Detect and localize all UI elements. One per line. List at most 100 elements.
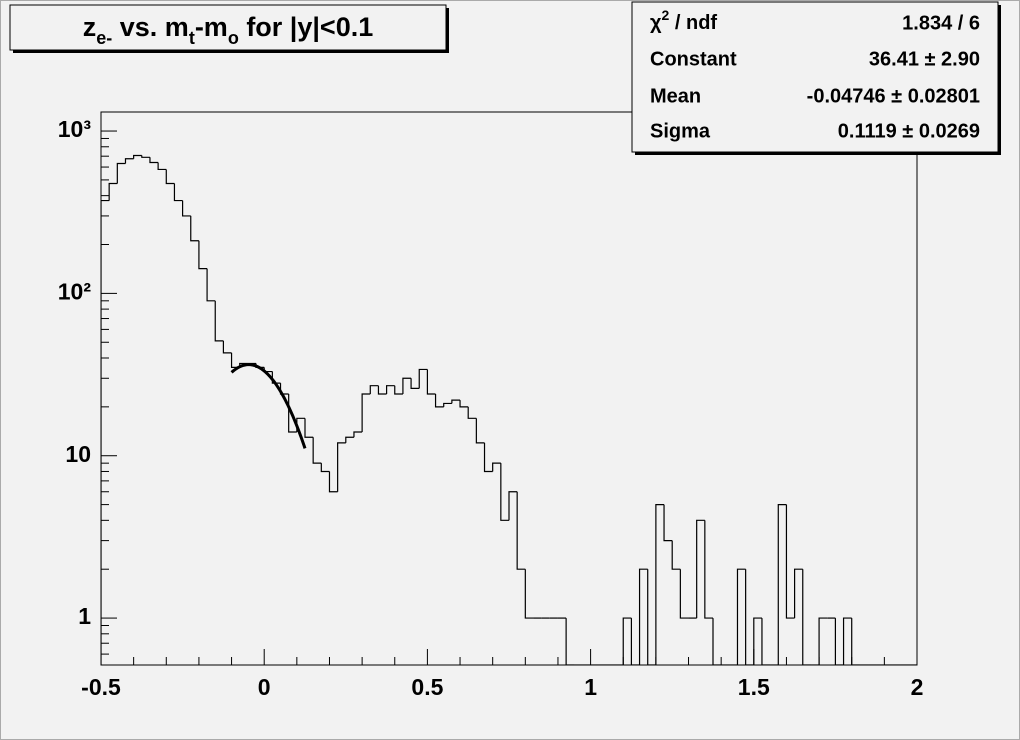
title-part: vs. m (112, 12, 189, 42)
stats-box (631, 1, 999, 153)
histogram-bin (124, 158, 134, 164)
histogram-bin (500, 463, 509, 521)
histogram-bin (663, 504, 673, 542)
histogram-bin (565, 618, 575, 665)
x-tick-label: 0 (258, 674, 271, 700)
y-tick-label: 1 (78, 603, 91, 629)
histogram-bin (467, 406, 477, 419)
histogram-bin (459, 400, 469, 408)
histogram-bin (434, 394, 444, 408)
plot-area (101, 154, 917, 665)
stats-label-part: χ (650, 12, 662, 34)
y-tick-label: 10³ (58, 116, 92, 142)
histogram-bin (671, 540, 681, 570)
histogram-bin (418, 368, 428, 389)
title-box (9, 4, 447, 51)
histogram-bin (394, 385, 403, 395)
histogram-bin (377, 385, 387, 395)
histogram-bin (353, 431, 363, 438)
histogram-bin (794, 568, 803, 619)
title-part: -m (195, 12, 228, 42)
histogram-bin (328, 471, 338, 493)
histogram-bin (622, 617, 632, 665)
histogram-bin (745, 569, 754, 665)
y-tick-label: 10² (58, 278, 92, 304)
histogram-bin (679, 569, 689, 619)
x-tick-label: 1 (584, 674, 597, 700)
histogram-bin (492, 462, 501, 472)
histogram-bin (101, 199, 110, 665)
fit-curve (230, 363, 307, 449)
y-tick-label: 10 (65, 441, 91, 467)
x-tick-label: 1.5 (738, 674, 770, 700)
histogram-bin (337, 442, 346, 492)
histogram-bin (638, 568, 648, 665)
histogram-bin (834, 618, 844, 665)
histogram-bin (214, 300, 224, 342)
histogram-bin (141, 155, 150, 158)
histogram-bin (165, 169, 175, 185)
histogram-bin (312, 437, 322, 464)
histogram-bin (761, 618, 771, 665)
histogram-bin (451, 399, 461, 404)
title-part: for |y|<0.1 (239, 12, 373, 42)
x-tick-label: 2 (911, 674, 924, 700)
histogram-bin (206, 268, 216, 302)
histogram-bin (475, 418, 485, 444)
stats-label: Mean (650, 85, 701, 107)
histogram-bin (516, 491, 526, 570)
stats-label-part: / ndf (669, 12, 717, 34)
title-part: o (228, 28, 239, 48)
histogram-bin (410, 378, 420, 389)
histogram-bin (426, 369, 436, 395)
histogram-bin (818, 617, 828, 665)
histogram-bin (851, 618, 860, 665)
histogram-bin (802, 569, 811, 665)
histogram-bin (304, 418, 314, 438)
title-part: t (189, 28, 195, 48)
chart-title: ze- vs. mt-mo for |y|<0.1 (83, 12, 373, 48)
stats-value: -0.04746 ± 0.02801 (807, 85, 980, 107)
histogram-bin (361, 393, 371, 433)
plot-frame (100, 111, 918, 666)
histogram-bin (630, 618, 640, 665)
histogram-bin (116, 162, 126, 184)
stats-label: Sigma (650, 120, 711, 142)
title-part: z (83, 12, 97, 42)
x-tick-label: -0.5 (81, 674, 121, 700)
histogram-bin (696, 519, 705, 619)
histogram-bin (222, 340, 232, 354)
histogram-bin (369, 385, 379, 395)
histogram-bin (736, 568, 746, 665)
histogram-bin (785, 504, 795, 619)
histogram-bin (712, 618, 722, 665)
histogram-bin (704, 520, 713, 619)
histogram-bin (133, 154, 142, 159)
histogram-bin (386, 385, 395, 395)
histogram-bin (647, 569, 656, 665)
histogram-bin (483, 442, 493, 473)
x-tick-label: 0.5 (411, 674, 443, 700)
histogram-bin (198, 240, 208, 270)
histogram-bin (655, 504, 665, 665)
histogram-bin (443, 402, 452, 407)
axes: -0.5 0 0.5 1 1.5 2 1 10 10² 10³ (58, 116, 924, 700)
histogram-bin (173, 183, 183, 202)
histogram-bin (345, 436, 354, 443)
stats-label-part: 2 (662, 7, 670, 23)
histogram-bin (777, 504, 787, 665)
histogram-bin (508, 491, 518, 521)
histogram-bin (271, 371, 281, 384)
title-part: e- (96, 28, 112, 48)
stats-label: χ2 / ndf (650, 7, 717, 35)
stats-value: 1.834 / 6 (902, 12, 980, 34)
histogram-bin (157, 162, 167, 171)
histogram-bin (524, 569, 534, 619)
stats-value: 36.41 ± 2.90 (869, 48, 980, 70)
histogram-bin (402, 377, 412, 395)
histogram-bin (842, 617, 852, 665)
histogram-bin (149, 157, 159, 164)
histogram-bin (190, 215, 199, 242)
stats: χ2 / ndf 1.834 / 6 Constant 36.41 ± 2.90 Mea… (650, 7, 980, 143)
